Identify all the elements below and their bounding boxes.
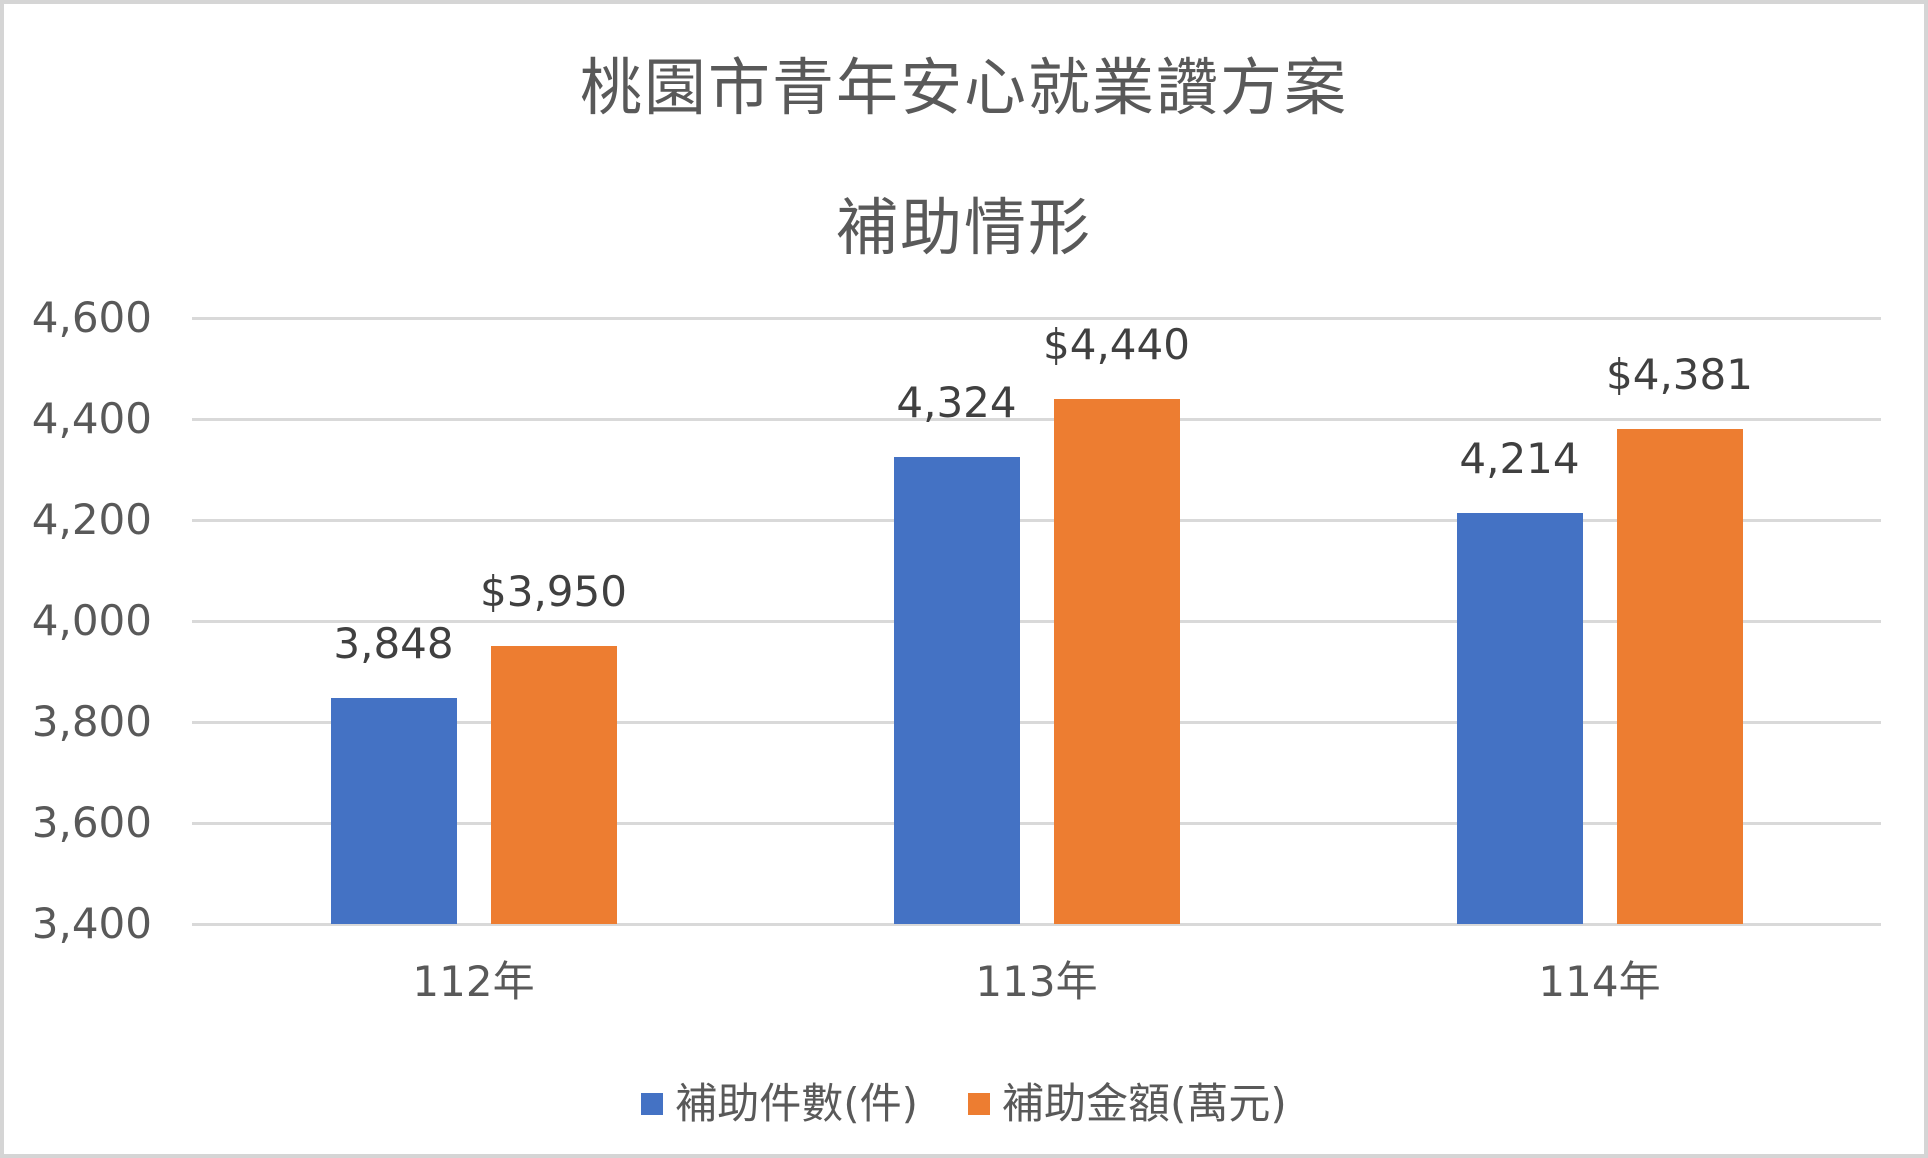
y-tick-label: 4,400 bbox=[31, 394, 152, 443]
bar-amount-112年 bbox=[490, 646, 617, 924]
bar-amount-113年 bbox=[1053, 398, 1180, 924]
bar-count-113年 bbox=[893, 457, 1020, 924]
bar-value-label: 4,214 bbox=[1459, 433, 1580, 483]
legend-label: 補助金額(萬元) bbox=[1002, 1079, 1287, 1128]
chart-title-line-2: 補助情形 bbox=[835, 191, 1092, 264]
y-tick-label: 4,600 bbox=[31, 293, 152, 342]
legend-swatch-icon bbox=[968, 1093, 990, 1115]
category-label-113年: 113年 bbox=[975, 957, 1098, 1006]
gridline-3400 bbox=[192, 922, 1881, 926]
bar-value-label: $4,440 bbox=[1043, 319, 1190, 369]
category-label-114年: 114年 bbox=[1538, 957, 1661, 1006]
legend-label: 補助件數(件) bbox=[675, 1079, 918, 1128]
gridline-4200 bbox=[192, 518, 1881, 522]
gridline-4000 bbox=[192, 619, 1881, 623]
y-tick-label: 4,200 bbox=[31, 495, 152, 544]
y-tick-label: 4,000 bbox=[31, 596, 152, 645]
category-label-112年: 112年 bbox=[412, 957, 535, 1006]
chart-title-line-1: 桃園市青年安心就業讚方案 bbox=[579, 51, 1348, 124]
bar-count-114年 bbox=[1456, 512, 1583, 924]
bar-amount-114年 bbox=[1616, 428, 1743, 924]
gridline-4600 bbox=[192, 316, 1881, 320]
bar-value-label: $4,381 bbox=[1606, 349, 1753, 399]
y-tick-label: 3,600 bbox=[31, 798, 152, 847]
bar-value-label: $3,950 bbox=[480, 567, 627, 617]
y-tick-label: 3,800 bbox=[31, 697, 152, 746]
bar-value-label: 4,324 bbox=[896, 378, 1017, 428]
legend-item-count: 補助件數(件) bbox=[641, 1079, 918, 1129]
bar-value-label: 3,848 bbox=[333, 618, 454, 668]
legend: 補助件數(件) 補助金額(萬元) bbox=[4, 1076, 1924, 1132]
plot-area: 3,848 $3,950 4,324 $4,440 4,214 $4,381 bbox=[192, 316, 1881, 926]
gridline-3800 bbox=[192, 720, 1881, 724]
gridline-4400 bbox=[192, 417, 1881, 421]
gridline-3600 bbox=[192, 821, 1881, 825]
bar-count-112年 bbox=[330, 697, 457, 924]
y-tick-label: 3,400 bbox=[31, 899, 152, 948]
legend-swatch-icon bbox=[641, 1093, 664, 1115]
legend-item-amount: 補助金額(萬元) bbox=[968, 1079, 1287, 1129]
